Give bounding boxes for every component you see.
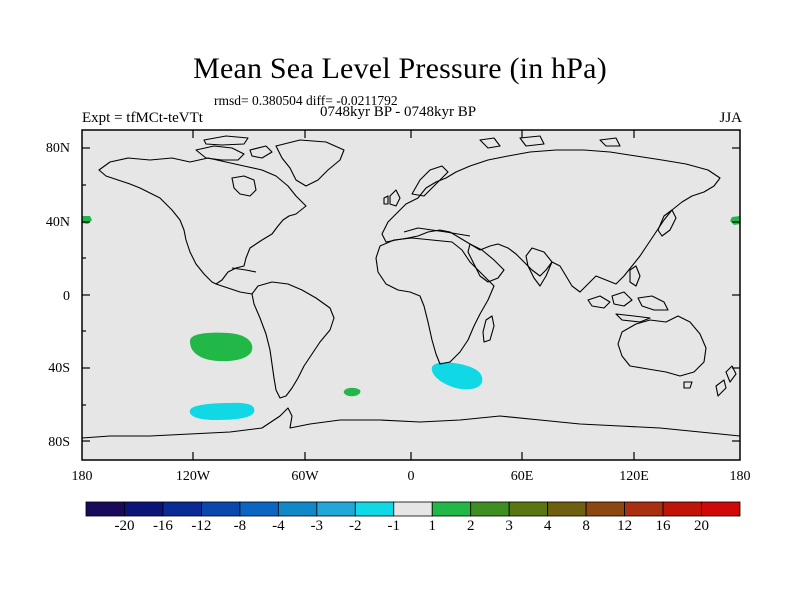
lat-label-80n: 80N bbox=[45, 141, 70, 156]
coastline-british-isles bbox=[383, 189, 401, 207]
lat-label-0: 0 bbox=[63, 289, 70, 304]
coastline-arctic-islands bbox=[195, 135, 273, 161]
coastline-eurasia bbox=[381, 149, 721, 293]
coastline-japan bbox=[657, 209, 677, 237]
colorbar-label: 12 bbox=[617, 518, 633, 534]
lon-label-120w: 120W bbox=[175, 469, 211, 484]
colorbar-swatch bbox=[316, 501, 356, 517]
colorbar-label: -4 bbox=[272, 518, 285, 534]
coastline-central-america bbox=[215, 267, 257, 295]
coastline-philippines bbox=[629, 265, 641, 287]
colorbar-swatch bbox=[124, 501, 164, 517]
coastline-north-america bbox=[98, 157, 307, 285]
anomaly-positive-south-atlantic bbox=[343, 387, 361, 397]
colorbar-swatch bbox=[354, 501, 395, 517]
coastline-africa bbox=[375, 237, 495, 365]
coastline-south-america bbox=[251, 281, 335, 399]
coastline-madagascar bbox=[482, 315, 495, 343]
coastline-greenland bbox=[275, 139, 345, 187]
colorbar-label: -1 bbox=[387, 518, 401, 534]
colorbar-label: -8 bbox=[233, 518, 247, 534]
colorbar-swatch bbox=[239, 501, 279, 517]
colorbar-swatch bbox=[470, 501, 510, 517]
lon-label-0: 0 bbox=[407, 469, 415, 484]
colorbar bbox=[85, 501, 741, 517]
colorbar-swatch bbox=[701, 501, 741, 517]
colorbar-swatch bbox=[508, 501, 549, 517]
colorbar-swatch bbox=[662, 501, 702, 517]
lon-label-180e: 180 bbox=[729, 469, 751, 484]
colorbar-swatch bbox=[201, 501, 241, 517]
colorbar-swatch bbox=[162, 501, 202, 517]
anomaly-positive-south-pacific bbox=[189, 332, 253, 362]
colorbar-label: -3 bbox=[310, 518, 324, 534]
colorbar-swatch bbox=[585, 501, 625, 517]
colorbar-label: -2 bbox=[349, 518, 362, 534]
anomaly-negative-southeast-pacific bbox=[189, 402, 255, 420]
colorbar-swatch bbox=[431, 501, 472, 517]
colorbar-label: 4 bbox=[543, 518, 552, 534]
lon-label-120e: 120E bbox=[619, 469, 649, 484]
colorbar-label: 16 bbox=[655, 518, 671, 534]
coastline-new-zealand bbox=[715, 365, 737, 397]
lon-label-60w: 60W bbox=[291, 469, 319, 484]
coastline-india bbox=[525, 247, 553, 287]
coastline-tasmania bbox=[683, 381, 693, 389]
experiment-label: Expt = tfMCt-teVTt bbox=[82, 110, 203, 126]
period-label: 0748kyr BP - 0748kyr BP bbox=[320, 104, 477, 120]
colorbar-label: -16 bbox=[152, 518, 173, 534]
lat-label-80s: 80S bbox=[48, 435, 70, 450]
coastline-hudson-bay bbox=[231, 175, 257, 197]
colorbar-label: 8 bbox=[582, 518, 590, 534]
season-label: JJA bbox=[719, 110, 742, 126]
lon-label-60e: 60E bbox=[510, 469, 534, 484]
anomaly-negative-south-indian bbox=[431, 362, 483, 390]
colorbar-label: 20 bbox=[694, 518, 710, 534]
coastline-australia bbox=[617, 315, 707, 377]
colorbar-label: 2 bbox=[466, 518, 475, 534]
colorbar-label: 3 bbox=[505, 518, 513, 534]
chart-title: Mean Sea Level Pressure (in hPa) bbox=[193, 52, 607, 85]
colorbar-label: -20 bbox=[114, 518, 135, 534]
coastline-scandinavia bbox=[411, 165, 449, 197]
lat-label-40s: 40S bbox=[48, 361, 70, 376]
lat-label-40n: 40N bbox=[45, 215, 70, 230]
stats-text: rmsd= 0.380504 diff= -0.0211792 bbox=[214, 93, 398, 108]
lon-label-180w: 180 bbox=[71, 469, 93, 484]
coastline-arctic-siberia-islands bbox=[479, 135, 621, 149]
anomaly-positive-north-pacific-east bbox=[730, 216, 740, 225]
colorbar-label: 1 bbox=[428, 518, 436, 534]
map-ticks bbox=[82, 130, 740, 460]
coastline-arabia bbox=[467, 243, 505, 283]
colorbar-swatch bbox=[547, 501, 587, 517]
colorbar-swatch bbox=[85, 501, 125, 517]
coastline-mediterranean bbox=[403, 227, 471, 237]
coastline-antarctica bbox=[81, 407, 741, 439]
map-background bbox=[82, 130, 740, 460]
coastline-maritime-continent bbox=[587, 291, 669, 323]
colorbar-swatch bbox=[277, 501, 318, 517]
colorbar-swatch bbox=[393, 501, 433, 517]
colorbar-swatch bbox=[624, 501, 664, 517]
colorbar-label: -12 bbox=[191, 518, 212, 534]
